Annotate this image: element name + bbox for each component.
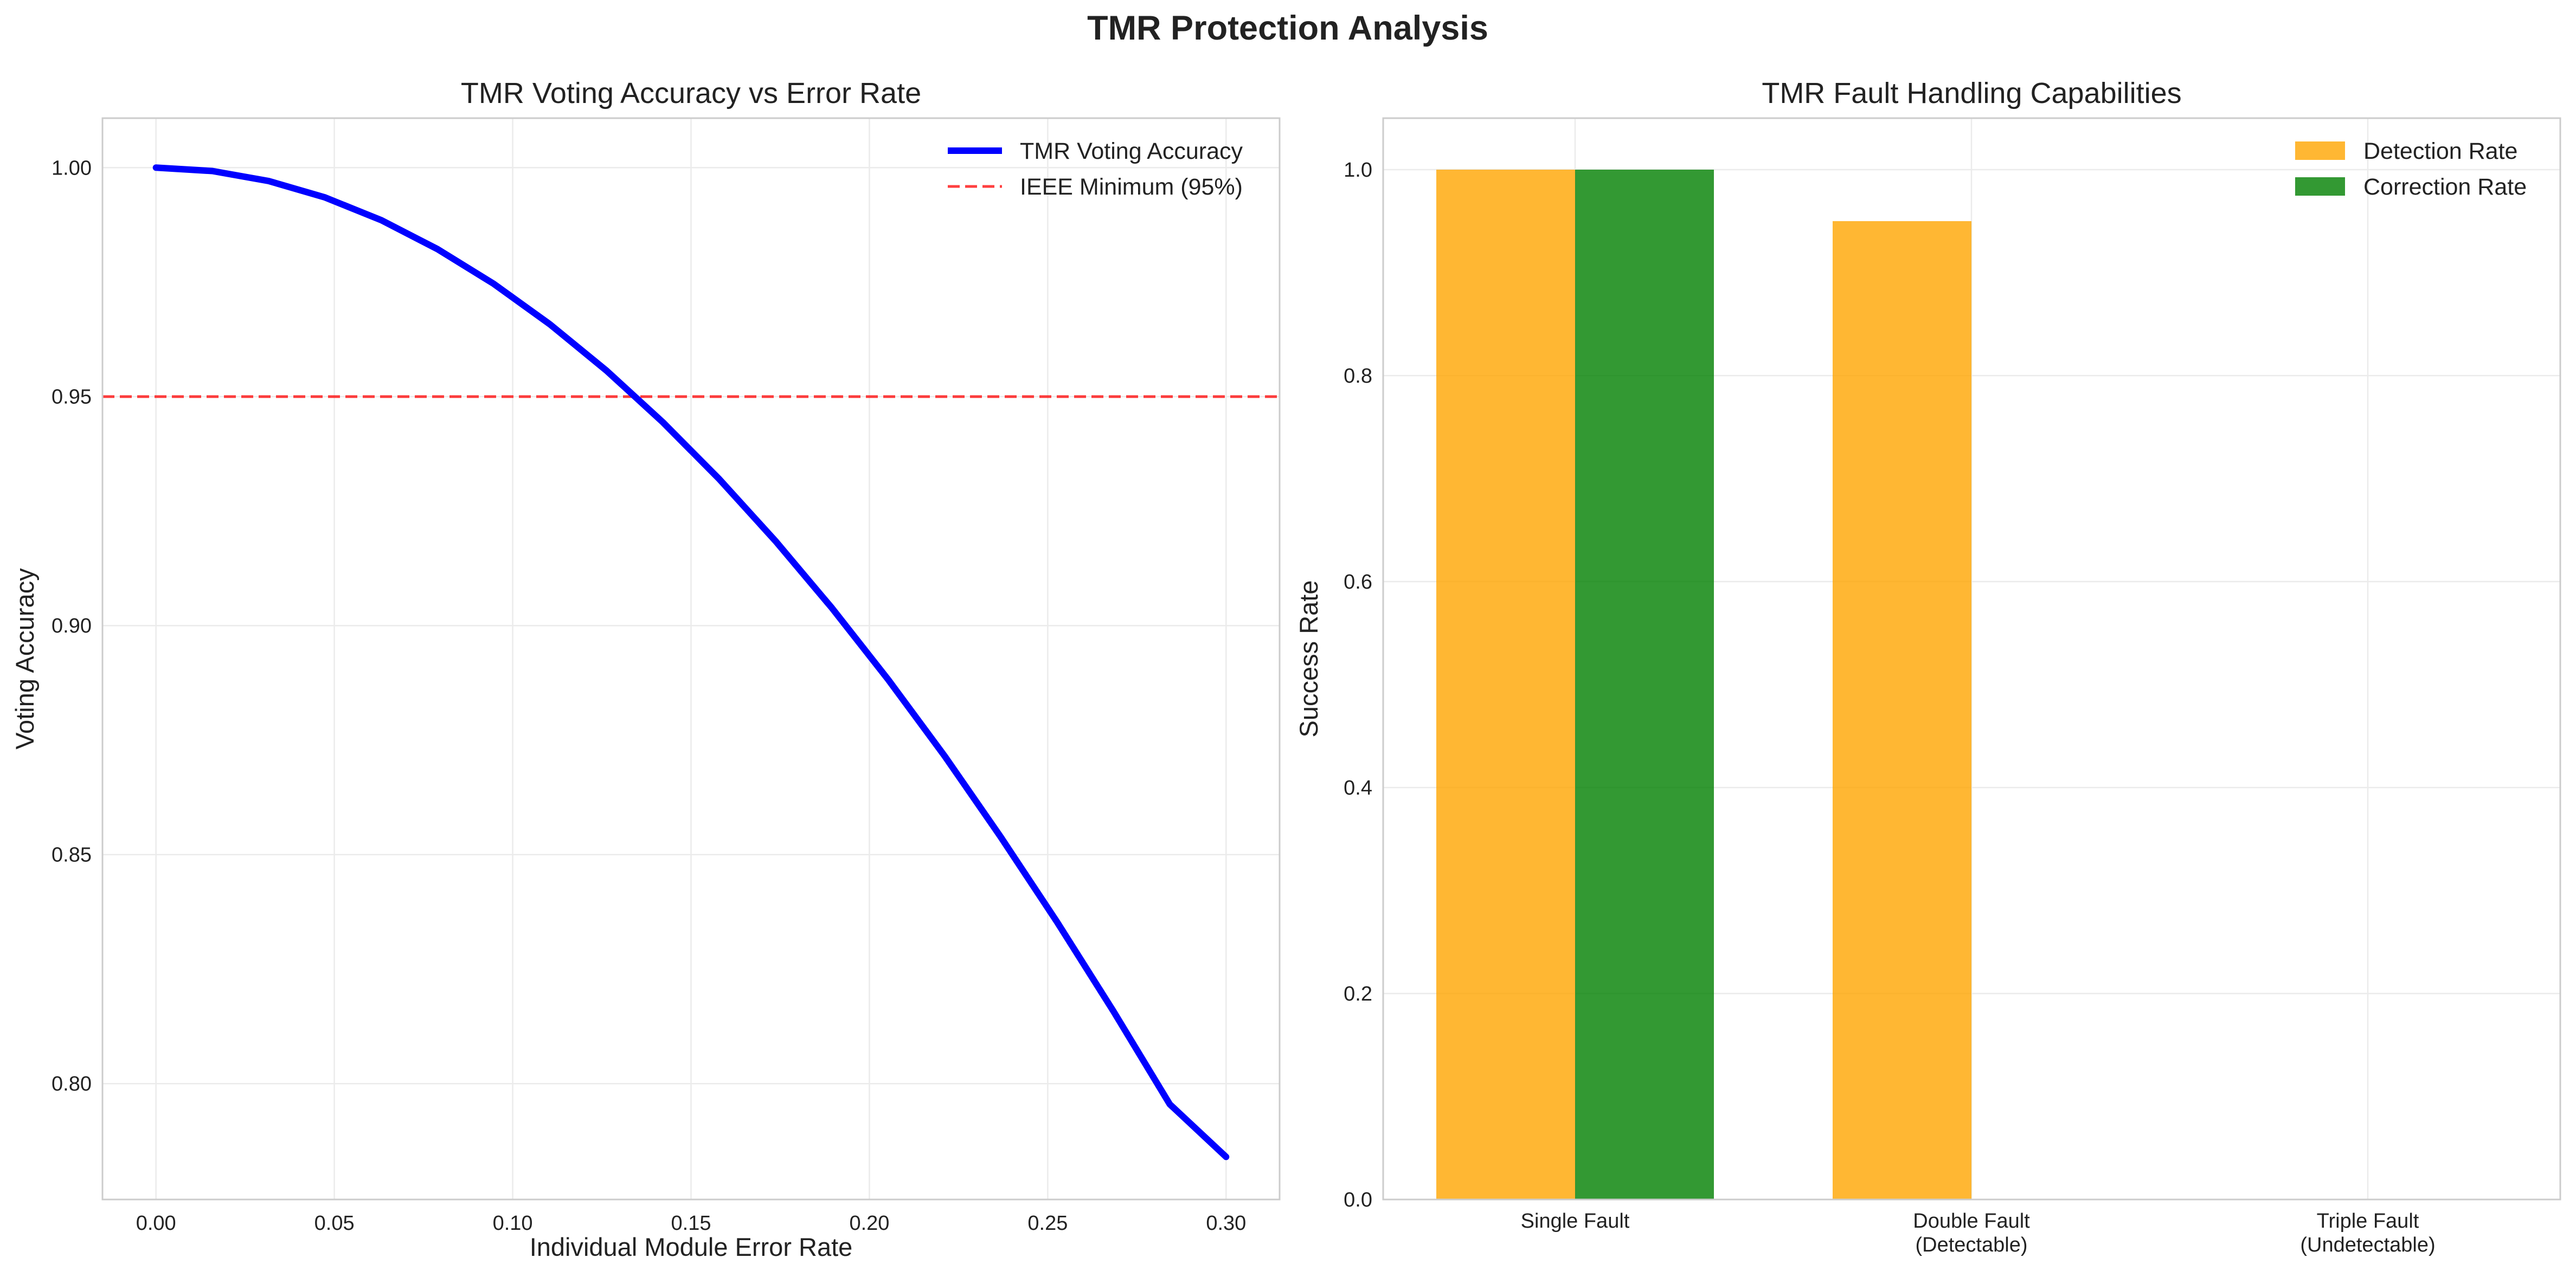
y-tick-label: 0.95 — [52, 386, 92, 409]
y-tick-label: 0.4 — [1344, 777, 1372, 799]
correction-bar — [1575, 170, 1714, 1199]
x-tick-label: Triple Fault (Undetectable) — [2300, 1210, 2435, 1256]
x-tick-label-line: (Undetectable) — [2300, 1234, 2435, 1256]
x-tick-label-line: (Detectable) — [1916, 1234, 2028, 1256]
x-tick-label: 0.00 — [136, 1212, 176, 1235]
y-tick-label: 0.90 — [52, 615, 92, 637]
detection-bar — [1436, 170, 1575, 1199]
legend-label-ieee: IEEE Minimum (95%) — [1020, 174, 1243, 200]
x-tick-label: 0.30 — [1206, 1212, 1246, 1235]
x-tick-label: 0.05 — [314, 1212, 355, 1235]
x-tick-label: 0.10 — [493, 1212, 533, 1235]
y-tick-label: 0.2 — [1344, 983, 1372, 1005]
line-chart-panel: 0.00 0.05 0.10 0.15 0.20 0.25 0.30 0.80 0.85 0.90… — [10, 77, 1281, 1261]
x-tick-label: 0.15 — [671, 1212, 711, 1235]
accuracy-series-line — [152, 164, 1230, 1160]
y-tick-label: 0.0 — [1344, 1189, 1372, 1211]
legend-label-detection: Detection Rate — [2363, 138, 2517, 164]
y-tick-label: 0.8 — [1344, 365, 1372, 388]
bar-plot-frame — [1382, 117, 2561, 1201]
y-tick-label: 1.0 — [1344, 159, 1372, 182]
y-tick-label: 0.6 — [1344, 571, 1372, 594]
legend-label-correction: Correction Rate — [2363, 174, 2527, 200]
x-tick-label: 0.20 — [849, 1212, 889, 1235]
x-tick-label-line: Single Fault — [1521, 1210, 1630, 1233]
bar-chart-title: TMR Fault Handling Capabilities — [1762, 77, 2181, 109]
bar-chart-ylabel: Success Rate — [1294, 581, 1323, 738]
y-tick-label: 1.00 — [52, 157, 92, 179]
line-chart-xlabel: Individual Module Error Rate — [530, 1233, 853, 1261]
line-plot-frame — [101, 117, 1281, 1201]
x-tick-label: Single Fault — [1521, 1210, 1630, 1233]
legend-swatch-detection — [2295, 141, 2345, 160]
detection-bar — [1833, 221, 1971, 1199]
y-tick-label: 0.85 — [52, 844, 92, 867]
legend-label-accuracy: TMR Voting Accuracy — [1020, 138, 1243, 164]
x-tick-label-line: Double Fault — [1913, 1210, 2030, 1233]
line-chart-ylabel: Voting Accuracy — [10, 568, 39, 750]
x-tick-label: 0.25 — [1027, 1212, 1068, 1235]
legend-swatch-correction — [2295, 177, 2345, 196]
figure-suptitle: TMR Protection Analysis — [1087, 9, 1488, 47]
bar-chart-panel: 0.0 0.2 0.4 0.6 0.8 1.0 Single Fault Double Fau… — [1294, 77, 2561, 1256]
x-tick-label: Double Fault (Detectable) — [1913, 1210, 2030, 1256]
y-tick-label: 0.80 — [52, 1073, 92, 1095]
x-tick-label-line: Triple Fault — [2317, 1210, 2419, 1233]
line-chart-title: TMR Voting Accuracy vs Error Rate — [461, 77, 921, 109]
